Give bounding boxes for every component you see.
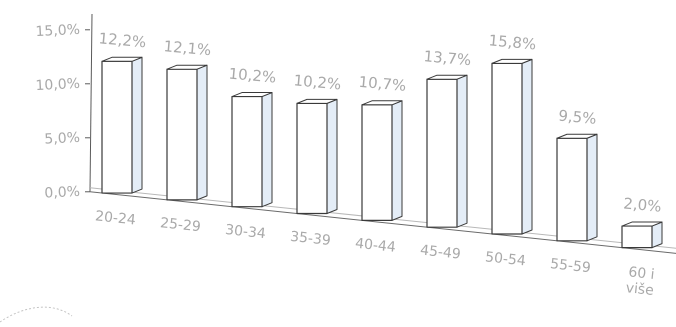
x-tick-label: 55-59	[549, 256, 591, 276]
data-label: 15,8%	[488, 31, 537, 53]
x-tick-label: 40-44	[354, 236, 396, 256]
bar-side	[326, 98, 338, 215]
bar-top	[296, 98, 338, 104]
bar	[231, 92, 273, 208]
bar-side	[196, 64, 208, 201]
bar-side	[391, 100, 403, 221]
bar	[361, 100, 403, 221]
bar-front	[296, 102, 328, 215]
data-label: 13,7%	[423, 47, 472, 69]
bar	[296, 98, 338, 215]
bar	[556, 133, 598, 242]
data-label: 2,0%	[623, 194, 663, 215]
x-tick-label: 20-24	[94, 208, 136, 228]
bar	[101, 56, 143, 194]
y-tick-label: 0,0%	[44, 184, 80, 202]
bar-top	[101, 56, 143, 62]
x-tick-label: 45-49	[419, 242, 461, 262]
data-label: 10,7%	[358, 73, 407, 95]
bar	[426, 74, 468, 228]
data-label: 9,5%	[558, 107, 598, 128]
data-label: 12,1%	[163, 37, 212, 59]
bar-top	[491, 58, 533, 64]
x-tick-label: 35-39	[289, 229, 331, 249]
data-label: 10,2%	[293, 71, 342, 93]
y-tick-label: 15,0%	[35, 22, 80, 40]
x-tick-label: 60 i	[628, 264, 656, 283]
bar-top	[556, 133, 598, 139]
data-label: 10,2%	[228, 65, 277, 87]
bar-top	[621, 221, 663, 227]
bar-side	[521, 58, 533, 235]
bar-side	[131, 56, 143, 194]
bar	[621, 221, 663, 249]
decorative-swoosh	[0, 306, 73, 323]
x-axis-line	[89, 191, 676, 254]
x-tick-label: 50-54	[484, 249, 526, 269]
bar-front	[621, 225, 653, 249]
bar-side	[456, 74, 468, 228]
bar-front	[166, 68, 198, 201]
bar-side	[261, 92, 273, 208]
decor-layer	[0, 306, 73, 323]
y-tick-label: 10,0%	[35, 76, 80, 94]
bar	[166, 64, 208, 201]
bar-top	[166, 64, 208, 70]
x-tick-label: 30-34	[224, 222, 266, 242]
x-tick-label: više	[625, 280, 655, 299]
x-tick-label: 25-29	[159, 215, 201, 235]
bar-front	[556, 137, 588, 242]
bar-front	[231, 95, 263, 208]
bar-front	[101, 60, 133, 194]
bar-top	[231, 92, 273, 98]
bar-front	[361, 104, 393, 221]
bar-front	[491, 62, 523, 235]
y-axis-line	[89, 13, 93, 192]
bar-top	[426, 74, 468, 80]
bar-top	[361, 100, 403, 106]
data-label: 12,2%	[98, 29, 147, 51]
bar-side	[586, 133, 598, 242]
bar	[491, 58, 533, 235]
y-tick-label: 5,0%	[44, 130, 80, 148]
labels-layer: 0,0% 5,0% 10,0% 15,0% 12,2% 20-24 12,1% 25-29 10…	[35, 22, 662, 299]
bar-front	[426, 78, 458, 228]
bars-layer	[101, 56, 663, 249]
